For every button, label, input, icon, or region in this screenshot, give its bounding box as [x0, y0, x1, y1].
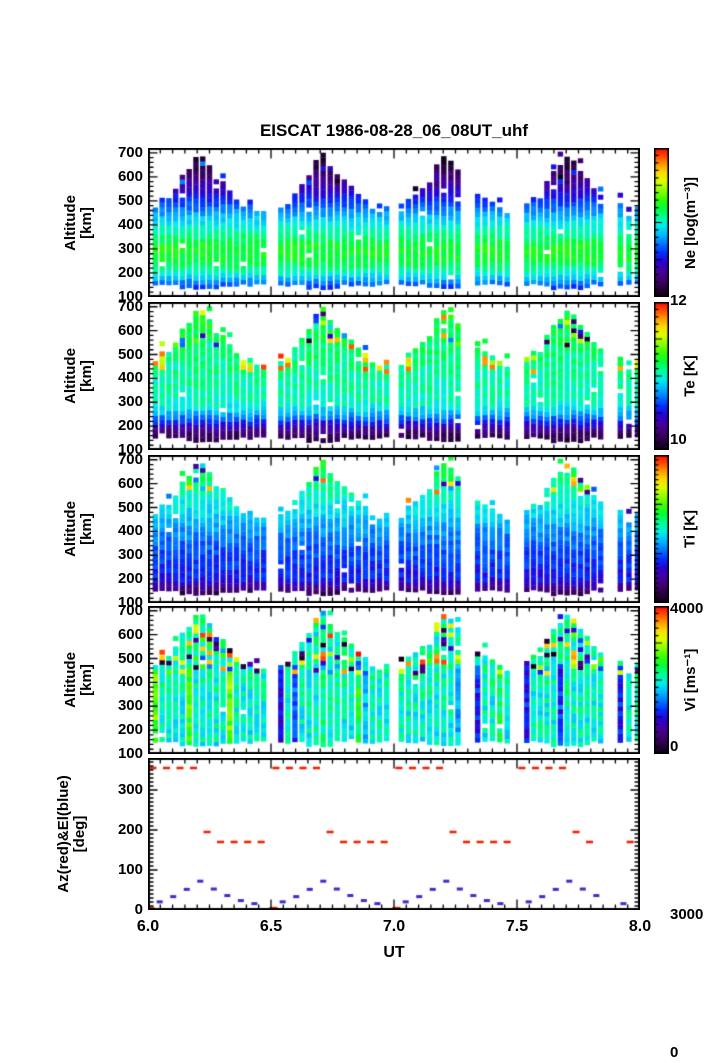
y-tick-label: 700: [117, 450, 143, 468]
te-heatmap-canvas: [148, 302, 640, 450]
vi-y-axis-label: Altitude [km]: [62, 652, 95, 708]
y-tick-label: 300: [117, 239, 143, 257]
y-tick-label: 0: [134, 901, 143, 918]
y-tick-label: 200: [117, 570, 143, 588]
x-axis-title: UT: [383, 944, 405, 961]
y-tick-label: 200: [117, 417, 143, 435]
y-tick-label: 500: [117, 649, 143, 667]
ne-colorbar-canvas: [654, 148, 669, 297]
y-tick-label: 200: [117, 721, 143, 739]
ne-heatmap-canvas: [148, 148, 640, 297]
vi-colorbar-canvas: [654, 606, 669, 754]
figure-title: EISCAT 1986-08-28_06_08UT_uhf: [259, 121, 529, 140]
y-tick-label: 400: [117, 673, 143, 691]
ne-colorbar-min-label: 10: [670, 431, 687, 448]
y-tick-label: 300: [117, 697, 143, 715]
x-tick-label: 7.5: [505, 918, 529, 935]
ti-colorbar-title: Ti [K]: [681, 509, 699, 549]
y-tick-label: 500: [117, 498, 143, 516]
y-tick-label: 600: [117, 321, 143, 339]
y-tick-label: 500: [117, 345, 143, 363]
y-tick-label: 600: [117, 167, 143, 185]
azel-y-axis-label: Az(red)&El(blue) [deg]: [55, 775, 88, 893]
y-tick-label: 400: [117, 522, 143, 540]
vi-colorbar-title: Vi [ms⁻¹]: [682, 648, 699, 712]
te-colorbar-max-label: 4000: [670, 600, 704, 617]
te-colorbar-canvas: [654, 302, 669, 450]
x-tick-label: 6.0: [136, 918, 160, 935]
ti-heatmap-canvas: [148, 455, 640, 603]
te-colorbar-min-label: 0: [670, 738, 679, 755]
x-tick-label: 6.5: [259, 918, 283, 935]
y-tick-label: 200: [117, 263, 143, 281]
ti-colorbar-canvas: [654, 455, 669, 603]
y-tick-label: 200: [117, 821, 143, 838]
y-tick-label: 100: [117, 594, 143, 611]
y-tick-label: 400: [117, 215, 143, 233]
y-tick-label: 100: [117, 441, 143, 458]
te-y-axis-label: Altitude [km]: [62, 348, 95, 404]
ne-y-axis-label: Altitude [km]: [62, 194, 95, 251]
ti-colorbar-min-label: 0: [670, 1044, 679, 1061]
y-tick-label: 700: [117, 601, 143, 619]
y-tick-label: 100: [117, 288, 143, 305]
y-tick-label: 100: [117, 745, 143, 762]
ne-colorbar-max-label: 12: [670, 292, 687, 309]
y-tick-label: 300: [117, 546, 143, 564]
y-tick-label: 400: [117, 369, 143, 387]
ti-y-axis-label: Altitude [km]: [62, 501, 95, 557]
ne-colorbar-title: Ne [log(m⁻³)]: [682, 176, 699, 269]
x-tick-label: 8.0: [628, 918, 652, 935]
x-tick-label: 7.0: [382, 918, 406, 935]
y-tick-label: 300: [117, 393, 143, 411]
y-tick-label: 100: [117, 861, 143, 878]
y-tick-label: 700: [117, 297, 143, 315]
azel-scatter-canvas: [148, 758, 640, 910]
y-tick-label: 600: [117, 625, 143, 643]
y-tick-label: 700: [117, 143, 143, 161]
vi-heatmap-canvas: [148, 606, 640, 754]
ti-colorbar-max-label: 3000: [670, 906, 704, 923]
y-tick-label: 500: [117, 191, 143, 209]
y-tick-label: 300: [117, 781, 143, 798]
te-colorbar-title: Te [K]: [681, 355, 699, 397]
y-tick-label: 600: [117, 474, 143, 492]
